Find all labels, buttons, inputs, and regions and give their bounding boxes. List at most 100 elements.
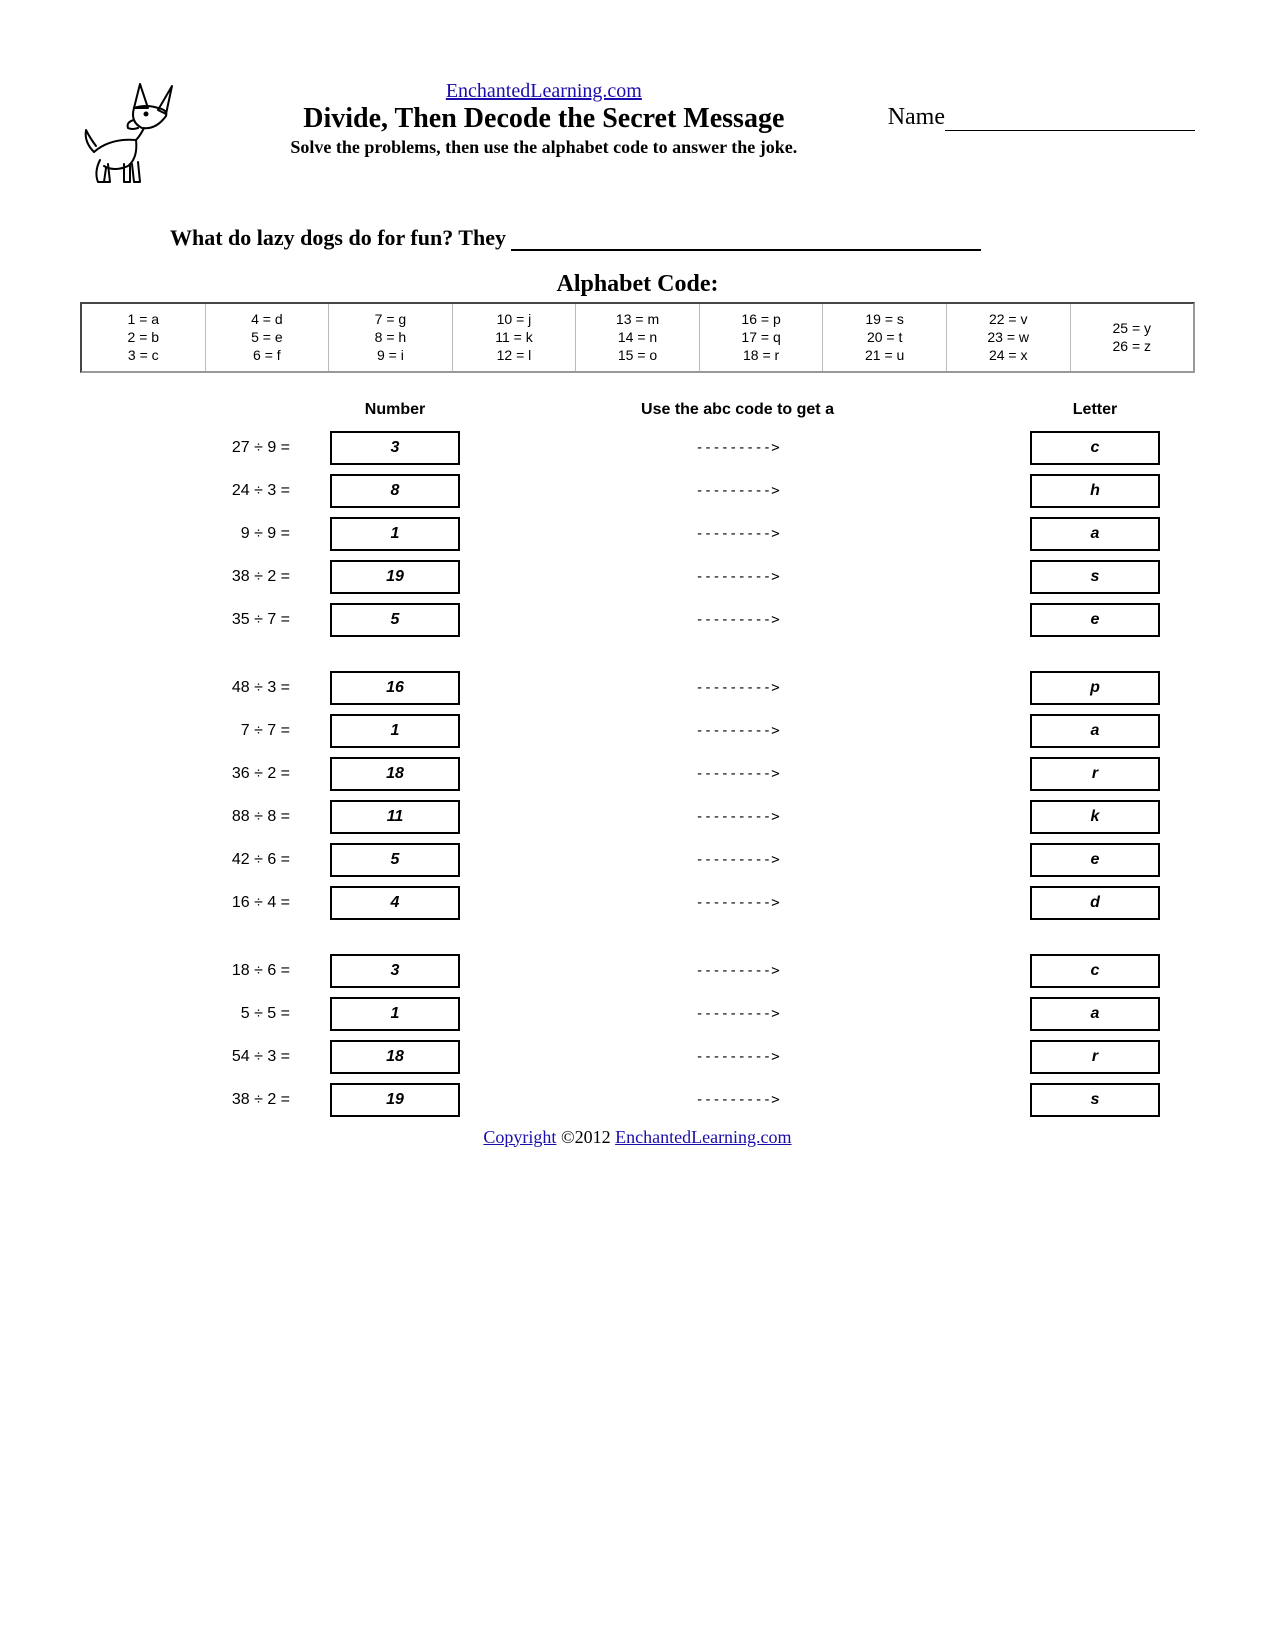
problem-row: 38 ÷ 2 = 19 ---------> s (80, 1083, 1195, 1117)
division-problem: 38 ÷ 2 = (80, 1091, 310, 1109)
alphabet-code-entry: 6 = f (210, 346, 325, 364)
problem-row: 42 ÷ 6 = 5 ---------> e (80, 843, 1195, 877)
header-center: EnchantedLearning.com Divide, Then Decod… (200, 80, 888, 158)
alphabet-code-entry: 8 = h (333, 328, 448, 346)
number-answer-box[interactable]: 1 (330, 997, 460, 1031)
alphabet-code-entry: 20 = t (827, 328, 942, 346)
col-header-use-code: Use the abc code to get a (480, 401, 995, 419)
number-answer-box[interactable]: 1 (330, 714, 460, 748)
problems-container: 27 ÷ 9 = 3 ---------> c 24 ÷ 3 = 8 ---------> h… (80, 431, 1195, 1117)
dog-icon (80, 80, 190, 195)
division-problem: 48 ÷ 3 = (80, 679, 310, 697)
number-answer-box[interactable]: 8 (330, 474, 460, 508)
site-link[interactable]: EnchantedLearning.com (446, 80, 642, 102)
problem-row: 54 ÷ 3 =18--------->r (80, 1040, 1195, 1074)
problem-row: 35 ÷ 7 = 5 ---------> e (80, 603, 1195, 637)
number-answer-box[interactable]: 19 (330, 560, 460, 594)
letter-answer-box[interactable]: s (1030, 560, 1160, 594)
problem-row: 27 ÷ 9 = 3 ---------> c (80, 431, 1195, 465)
division-problem: 88 ÷ 8 = (80, 808, 310, 826)
alphabet-code-entry: 12 = l (457, 346, 572, 364)
name-blank-line[interactable] (945, 110, 1195, 131)
letter-answer-box[interactable]: a (1030, 714, 1160, 748)
joke-blank-line[interactable] (511, 231, 981, 251)
number-answer-box[interactable]: 19 (330, 1083, 460, 1117)
alphabet-code-cell: 19 = s20 = t21 = u (823, 304, 947, 371)
arrow-icon: ---------> (480, 895, 995, 911)
alphabet-code-entry: 2 = b (86, 328, 201, 346)
division-problem: 36 ÷ 2 = (80, 765, 310, 783)
letter-answer-box[interactable]: r (1030, 757, 1160, 791)
letter-answer-box[interactable]: e (1030, 603, 1160, 637)
division-problem: 18 ÷ 6 = (80, 962, 310, 980)
letter-answer-box[interactable]: p (1030, 671, 1160, 705)
letter-answer-box[interactable]: k (1030, 800, 1160, 834)
alphabet-code-cell: 4 = d5 = e6 = f (206, 304, 330, 371)
arrow-icon: ---------> (480, 852, 995, 868)
division-problem: 5 ÷ 5 = (80, 1005, 310, 1023)
name-field: Name (888, 80, 1195, 131)
number-answer-box[interactable]: 16 (330, 671, 460, 705)
letter-answer-box[interactable]: r (1030, 1040, 1160, 1074)
division-problem: 24 ÷ 3 = (80, 482, 310, 500)
letter-answer-box[interactable]: c (1030, 431, 1160, 465)
problem-group: 48 ÷ 3 = 16 ---------> p 7 ÷ 7 = 1 ---------> a… (80, 671, 1195, 920)
copyright-link[interactable]: Copyright (483, 1127, 556, 1147)
alphabet-code-cell: 25 = y26 = z (1071, 304, 1194, 371)
arrow-icon: ---------> (480, 440, 995, 456)
alphabet-code-cell: 22 = v23 = w24 = x (947, 304, 1071, 371)
alphabet-code-entry: 25 = y (1075, 319, 1190, 337)
arrow-icon: ---------> (480, 569, 995, 585)
problem-group: 18 ÷ 6 = 3 ---------> c 5 ÷ 5 = 1 ---------> a 5… (80, 954, 1195, 1117)
letter-answer-box[interactable]: a (1030, 517, 1160, 551)
division-problem: 7 ÷ 7 = (80, 722, 310, 740)
arrow-icon: ---------> (480, 766, 995, 782)
joke-line: What do lazy dogs do for fun? They (170, 225, 1195, 251)
arrow-icon: ---------> (480, 963, 995, 979)
alphabet-code-title: Alphabet Code: (80, 271, 1195, 298)
letter-answer-box[interactable]: e (1030, 843, 1160, 877)
letter-answer-box[interactable]: c (1030, 954, 1160, 988)
problem-row: 48 ÷ 3 =16--------->p (80, 671, 1195, 705)
alphabet-code-entry: 24 = x (951, 346, 1066, 364)
alphabet-code-entry: 17 = q (704, 328, 819, 346)
division-problem: 35 ÷ 7 = (80, 611, 310, 629)
number-answer-box[interactable]: 5 (330, 603, 460, 637)
problem-row: 9 ÷ 9 =1--------->a (80, 517, 1195, 551)
number-answer-box[interactable]: 18 (330, 757, 460, 791)
division-problem: 42 ÷ 6 = (80, 851, 310, 869)
problem-row: 16 ÷ 4 =4--------->d (80, 886, 1195, 920)
problem-group: 27 ÷ 9 = 3 ---------> c 24 ÷ 3 = 8 ---------> h… (80, 431, 1195, 637)
number-answer-box[interactable]: 3 (330, 431, 460, 465)
joke-prefix: What do lazy dogs do for fun? They (170, 225, 511, 250)
number-answer-box[interactable]: 18 (330, 1040, 460, 1074)
letter-answer-box[interactable]: s (1030, 1083, 1160, 1117)
division-problem: 27 ÷ 9 = (80, 439, 310, 457)
alphabet-code-entry: 16 = p (704, 310, 819, 328)
letter-answer-box[interactable]: d (1030, 886, 1160, 920)
alphabet-code-cell: 13 = m14 = n15 = o (576, 304, 700, 371)
number-answer-box[interactable]: 1 (330, 517, 460, 551)
alphabet-code-entry: 13 = m (580, 310, 695, 328)
letter-answer-box[interactable]: h (1030, 474, 1160, 508)
alphabet-code-entry: 3 = c (86, 346, 201, 364)
alphabet-code-table: 1 = a2 = b3 = c4 = d5 = e6 = f7 = g8 = h… (80, 302, 1195, 373)
problem-row: 7 ÷ 7 =1--------->a (80, 714, 1195, 748)
arrow-icon: ---------> (480, 1092, 995, 1108)
problem-row: 36 ÷ 2 = 18 ---------> r (80, 757, 1195, 791)
page-subtitle: Solve the problems, then use the alphabe… (200, 137, 888, 158)
letter-answer-box[interactable]: a (1030, 997, 1160, 1031)
problem-row: 24 ÷ 3 =8--------->h (80, 474, 1195, 508)
copyright-text: ©2012 (556, 1127, 615, 1147)
number-answer-box[interactable]: 5 (330, 843, 460, 877)
number-answer-box[interactable]: 11 (330, 800, 460, 834)
division-problem: 54 ÷ 3 = (80, 1048, 310, 1066)
alphabet-code-entry: 4 = d (210, 310, 325, 328)
footer-site-link[interactable]: EnchantedLearning.com (615, 1127, 791, 1147)
alphabet-code-entry: 11 = k (457, 328, 572, 346)
arrow-icon: ---------> (480, 612, 995, 628)
number-answer-box[interactable]: 3 (330, 954, 460, 988)
number-answer-box[interactable]: 4 (330, 886, 460, 920)
alphabet-code-entry: 14 = n (580, 328, 695, 346)
alphabet-code-cell: 7 = g8 = h9 = i (329, 304, 453, 371)
